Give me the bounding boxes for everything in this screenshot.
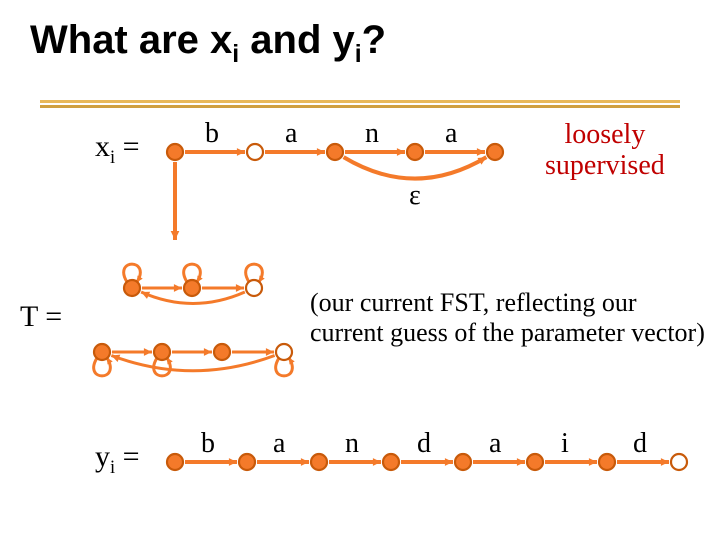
title-underline bbox=[40, 100, 680, 108]
yi-edge-label-1: a bbox=[273, 428, 285, 460]
fst-caption: (our current FST, reflecting ourcurrent … bbox=[310, 288, 705, 348]
hr-bar-2 bbox=[40, 105, 680, 108]
xi-label: xi = bbox=[95, 130, 140, 169]
loosely-supervised-label: looselysupervised bbox=[545, 120, 665, 182]
xi-edge-label-3: a bbox=[445, 118, 457, 150]
yi-edge-label-4: a bbox=[489, 428, 501, 460]
yi-edge-label-5: i bbox=[561, 428, 569, 460]
xi-edge-label-1: a bbox=[285, 118, 297, 150]
yi-label: yi = bbox=[95, 440, 140, 479]
page-title: What are xi and yi? bbox=[30, 18, 386, 69]
xi-edge-label-2: n bbox=[365, 118, 379, 150]
T-label: T = bbox=[20, 300, 62, 334]
xi-epsilon-label: ε bbox=[409, 180, 421, 212]
yi-edge-label-6: d bbox=[633, 428, 647, 460]
xi-edge-label-0: b bbox=[205, 118, 219, 150]
yi-edge-label-2: n bbox=[345, 428, 359, 460]
hr-bar-1 bbox=[40, 100, 680, 103]
yi-edge-label-0: b bbox=[201, 428, 215, 460]
slide: What are xi and yi? xi = looselysupervis… bbox=[0, 0, 720, 540]
yi-edge-label-3: d bbox=[417, 428, 431, 460]
